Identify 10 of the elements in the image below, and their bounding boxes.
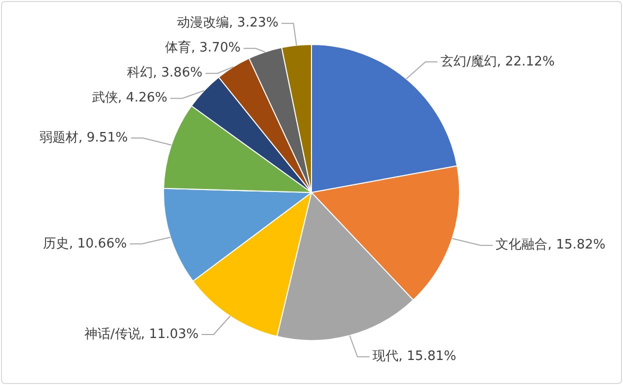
slice-label: 动漫改编, 3.23%	[176, 16, 278, 31]
slice-label: 文化融合, 15.82%	[496, 238, 606, 253]
slice-label: 历史, 10.66%	[42, 236, 127, 252]
slice-label: 玄幻/魔幻, 22.12%	[440, 53, 555, 70]
slice-label: 弱题材, 9.51%	[39, 130, 128, 146]
slice-label: 科幻, 3.86%	[126, 66, 202, 81]
slice-label: 现代, 15.81%	[372, 349, 456, 364]
slice-label: 武侠, 4.26%	[92, 90, 168, 106]
slice-label: 神话/传说, 11.03%	[84, 326, 199, 342]
slice-label: 体育, 3.70%	[165, 40, 241, 56]
